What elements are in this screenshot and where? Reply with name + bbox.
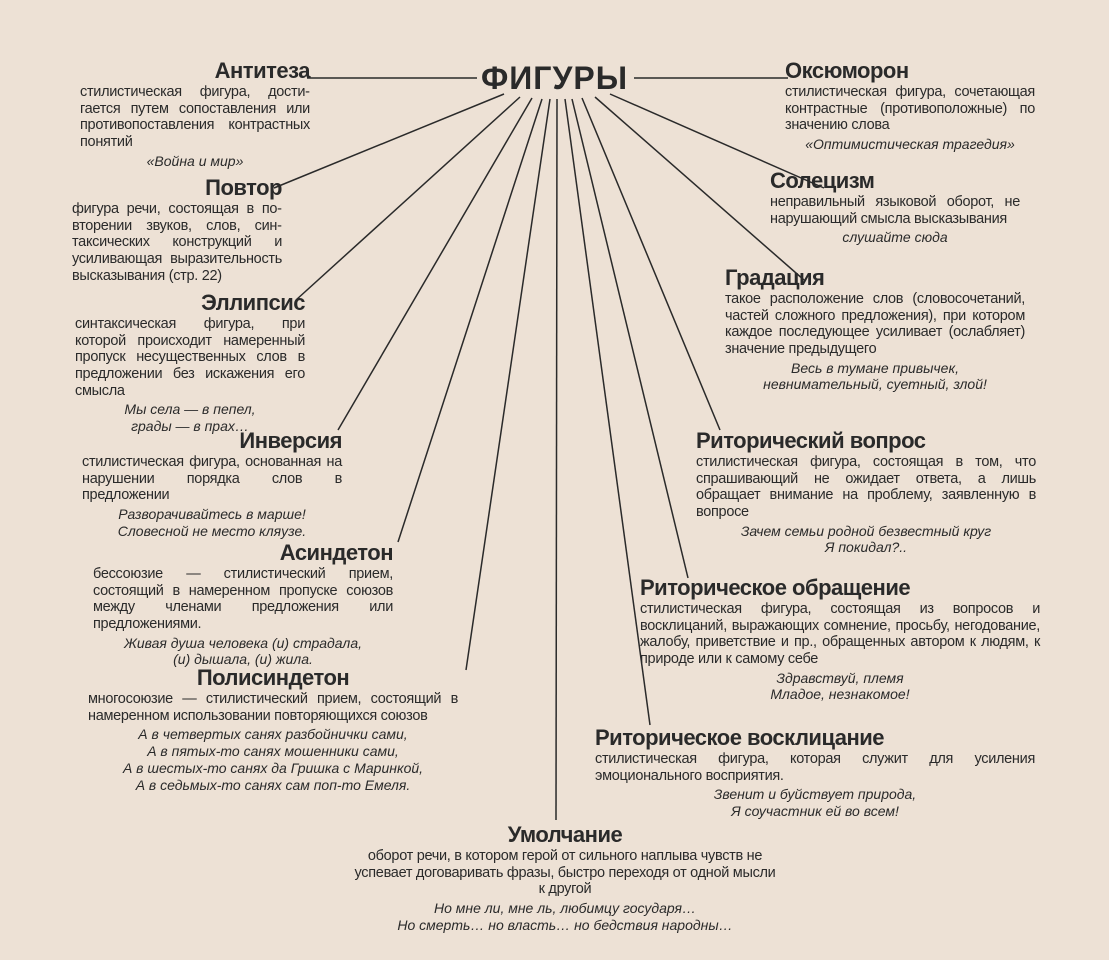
node-example: Здравствуй, племя Младое, незнакомое! bbox=[640, 670, 1040, 704]
figure-node-soletsizm: Солецизмнеправильный языковой обо­рот, н… bbox=[770, 168, 1020, 246]
node-description: синтаксическая фигура, при которой проис… bbox=[75, 316, 305, 399]
figure-node-ellipsis: Эллипсиссинтаксическая фигура, при котор… bbox=[75, 290, 305, 435]
node-title: Полисиндетон bbox=[88, 665, 458, 691]
node-title: Повтор bbox=[72, 175, 282, 201]
node-example: Зачем семьи родной безвестный круг Я пок… bbox=[696, 523, 1036, 557]
node-title: Асиндетон bbox=[93, 540, 393, 566]
node-example: Звенит и буйствует природа, Я соучастник… bbox=[595, 786, 1035, 820]
figure-node-asindeton: Асиндетонбессоюзие — стилистический прие… bbox=[93, 540, 393, 668]
node-description: фигура речи, состоящая в по­вторении зву… bbox=[72, 201, 282, 284]
node-example: слушайте сюда bbox=[770, 229, 1020, 246]
node-description: стилистическая фигура, дости­гается путе… bbox=[80, 84, 310, 151]
diagram-title: ФИГУРЫ bbox=[481, 60, 628, 97]
figure-node-ritor-vosklitsanie: Риторическое восклицаниестилистическая ф… bbox=[595, 725, 1035, 820]
node-description: стилистическая фигура, состоящая в том, … bbox=[696, 454, 1036, 521]
node-example: «Оптимистическая трагедия» bbox=[785, 136, 1035, 153]
node-description: стилистическая фигура, сочета­ющая контр… bbox=[785, 84, 1035, 134]
node-title: Риторическое обращение bbox=[640, 575, 1040, 601]
ray-line bbox=[565, 99, 650, 725]
node-example: А в четвертых санях разбойнички сами, А … bbox=[88, 726, 458, 793]
ray-line bbox=[466, 99, 550, 670]
node-description: стилистическая фигура, состоящая из вопр… bbox=[640, 601, 1040, 668]
node-example: Весь в тумане привычек, невнимательный, … bbox=[725, 360, 1025, 394]
node-description: неправильный языковой обо­рот, не наруша… bbox=[770, 194, 1020, 227]
ray-line bbox=[572, 99, 688, 578]
figure-node-inversiya: Инверсиястилистическая фигура, осно­ванн… bbox=[82, 428, 342, 540]
node-description: многосоюзие — стилистический прием, сост… bbox=[88, 691, 458, 724]
node-title: Оксюморон bbox=[785, 58, 1035, 84]
node-description: бессоюзие — стилистический прием, состоя… bbox=[93, 566, 393, 633]
node-title: Риторическое восклицание bbox=[595, 725, 1035, 751]
figure-node-povtor: Повторфигура речи, состоящая в по­вторен… bbox=[72, 175, 282, 284]
node-title: Эллипсис bbox=[75, 290, 305, 316]
ray-line bbox=[398, 99, 542, 542]
figure-node-oksyumoron: Оксюморонстилистическая фигура, сочета­ю… bbox=[785, 58, 1035, 153]
node-example: «Война и мир» bbox=[80, 153, 310, 170]
figure-node-ritor-vopros: Риторический вопросстилистическая фигура… bbox=[696, 428, 1036, 556]
node-example: Живая душа человека (и) страдала, (и) ды… bbox=[93, 635, 393, 669]
node-example: Но мне ли, мне ль, любимцу государя… Но … bbox=[350, 900, 780, 934]
figure-node-ritor-obrashenie: Риторическое обращениестилистическая фиг… bbox=[640, 575, 1040, 703]
node-example: Разворачивайтесь в марше! Словесной не м… bbox=[82, 506, 342, 540]
figure-node-polisindeton: Полисиндетонмногосоюзие — стилистический… bbox=[88, 665, 458, 794]
node-title: Инверсия bbox=[82, 428, 342, 454]
node-title: Умолчание bbox=[350, 822, 780, 848]
figure-node-umolchanie: Умолчаниеоборот речи, в котором герой от… bbox=[350, 822, 780, 934]
node-description: оборот речи, в котором герой от сильного… bbox=[350, 848, 780, 898]
node-description: стилистическая фигура, осно­ванная на на… bbox=[82, 454, 342, 504]
node-description: такое расположение слов (слово­сочетаний… bbox=[725, 291, 1025, 358]
node-title: Градация bbox=[725, 265, 1025, 291]
node-title: Риторический вопрос bbox=[696, 428, 1036, 454]
ray-line bbox=[582, 98, 720, 430]
ray-line bbox=[296, 97, 520, 300]
ray-line bbox=[556, 99, 557, 820]
ray-line bbox=[338, 98, 532, 430]
figure-node-antiteza: Антитезастилистическая фигура, дости­гае… bbox=[80, 58, 310, 169]
node-title: Солецизм bbox=[770, 168, 1020, 194]
figure-node-gradatsiya: Градациятакое расположение слов (слово­с… bbox=[725, 265, 1025, 393]
node-description: стилистическая фигура, которая служит дл… bbox=[595, 751, 1035, 784]
node-title: Антитеза bbox=[80, 58, 310, 84]
